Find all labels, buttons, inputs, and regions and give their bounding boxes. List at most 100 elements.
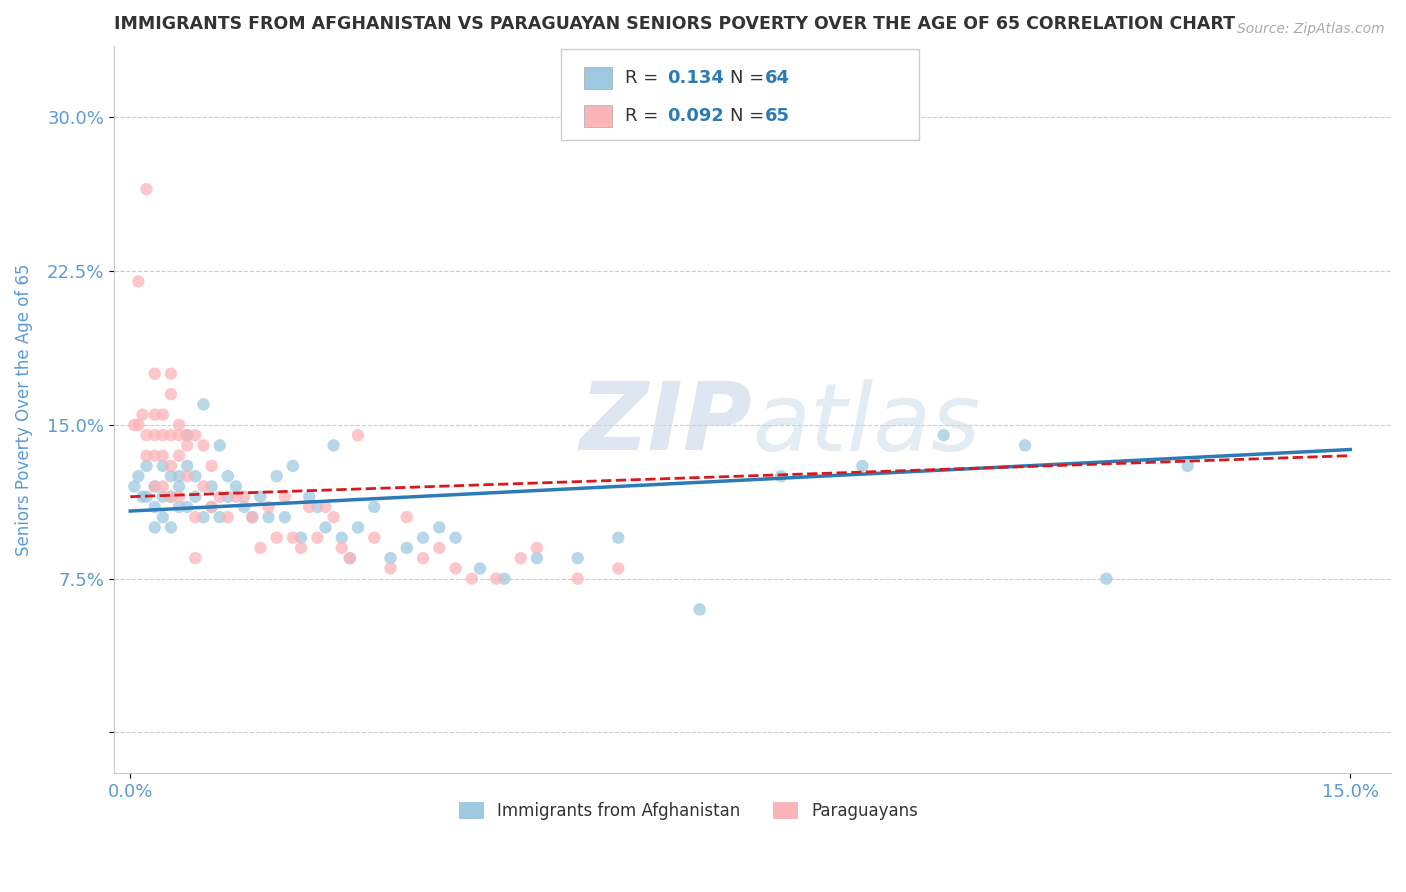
Point	[851, 458, 873, 473]
Point	[152, 449, 174, 463]
Point	[298, 500, 321, 514]
Point	[184, 510, 207, 524]
Point	[339, 551, 361, 566]
Point	[208, 490, 231, 504]
Point	[167, 449, 190, 463]
Point	[127, 469, 149, 483]
Point	[395, 510, 418, 524]
Text: ZIP: ZIP	[579, 378, 752, 470]
Point	[143, 500, 166, 514]
Text: IMMIGRANTS FROM AFGHANISTAN VS PARAGUAYAN SENIORS POVERTY OVER THE AGE OF 65 COR: IMMIGRANTS FROM AFGHANISTAN VS PARAGUAYA…	[114, 15, 1234, 33]
Point	[427, 541, 450, 555]
Point	[322, 510, 344, 524]
Point	[152, 479, 174, 493]
Point	[176, 428, 198, 442]
Point	[395, 541, 418, 555]
Point	[412, 551, 434, 566]
FancyBboxPatch shape	[561, 49, 918, 140]
Point	[266, 531, 288, 545]
Point	[240, 510, 263, 524]
Point	[135, 428, 157, 442]
Point	[526, 541, 548, 555]
Point	[176, 500, 198, 514]
Point	[160, 428, 183, 442]
Point	[143, 479, 166, 493]
Point	[160, 469, 183, 483]
Point	[322, 438, 344, 452]
Point	[314, 500, 336, 514]
Point	[167, 490, 190, 504]
Point	[607, 561, 630, 575]
Point	[200, 458, 222, 473]
Point	[307, 500, 329, 514]
Text: 0.134: 0.134	[666, 69, 724, 87]
Point	[347, 520, 370, 534]
Point	[240, 510, 263, 524]
FancyBboxPatch shape	[583, 104, 612, 127]
Legend: Immigrants from Afghanistan, Paraguayans: Immigrants from Afghanistan, Paraguayans	[451, 796, 925, 827]
Point	[217, 510, 239, 524]
Point	[208, 510, 231, 524]
Text: atlas: atlas	[752, 378, 981, 469]
Point	[494, 572, 516, 586]
Point	[444, 531, 467, 545]
Point	[124, 417, 146, 432]
Point	[176, 428, 198, 442]
Point	[1095, 572, 1118, 586]
Text: N =: N =	[730, 107, 769, 125]
Y-axis label: Seniors Poverty Over the Age of 65: Seniors Poverty Over the Age of 65	[15, 263, 32, 556]
Text: N =: N =	[730, 69, 769, 87]
Point	[330, 531, 353, 545]
Text: R =: R =	[624, 107, 664, 125]
Point	[689, 602, 711, 616]
Point	[347, 428, 370, 442]
Point	[257, 500, 280, 514]
Point	[249, 490, 271, 504]
Point	[257, 510, 280, 524]
Point	[339, 551, 361, 566]
Point	[127, 274, 149, 288]
Point	[290, 531, 312, 545]
Point	[1177, 458, 1199, 473]
Point	[607, 531, 630, 545]
Point	[152, 408, 174, 422]
Point	[380, 551, 402, 566]
Point	[281, 531, 304, 545]
Point	[152, 490, 174, 504]
Point	[193, 397, 215, 411]
Point	[167, 428, 190, 442]
Point	[193, 438, 215, 452]
Point	[135, 182, 157, 196]
Point	[152, 510, 174, 524]
Point	[152, 428, 174, 442]
Point	[176, 469, 198, 483]
Point	[485, 572, 508, 586]
Point	[184, 551, 207, 566]
Point	[167, 469, 190, 483]
Point	[160, 490, 183, 504]
Point	[143, 449, 166, 463]
Point	[307, 531, 329, 545]
Point	[509, 551, 531, 566]
Point	[266, 469, 288, 483]
Point	[274, 490, 297, 504]
Point	[167, 479, 190, 493]
Point	[135, 490, 157, 504]
Point	[143, 520, 166, 534]
Point	[769, 469, 792, 483]
Point	[363, 500, 385, 514]
Point	[143, 428, 166, 442]
Point	[160, 520, 183, 534]
Point	[225, 490, 247, 504]
Point	[143, 479, 166, 493]
Point	[124, 479, 146, 493]
Point	[160, 367, 183, 381]
Point	[184, 469, 207, 483]
Point	[135, 458, 157, 473]
Point	[427, 520, 450, 534]
Point	[167, 500, 190, 514]
Point	[184, 428, 207, 442]
Point	[380, 561, 402, 575]
Point	[176, 438, 198, 452]
Point	[363, 531, 385, 545]
